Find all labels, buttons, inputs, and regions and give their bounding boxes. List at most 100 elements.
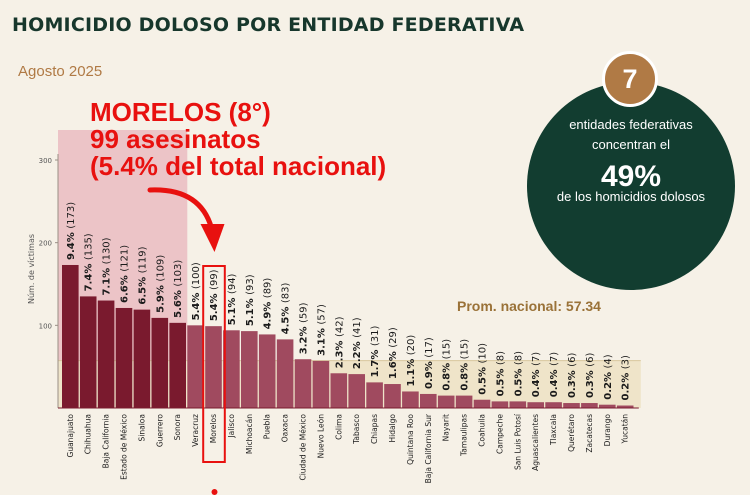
data-label-count: (89) <box>263 278 274 299</box>
bar <box>348 374 365 408</box>
data-label: 5.9% (109) <box>155 255 166 313</box>
bar <box>581 403 598 408</box>
category-label: Zacatecas <box>585 414 594 453</box>
category-label: Chihuahua <box>84 414 93 454</box>
category-label: Nuevo León <box>316 414 325 459</box>
data-label-pct: 5.1% <box>227 294 238 325</box>
morelos-callout: MORELOS (8°) 99 asesinatos (5.4% del tot… <box>90 99 386 180</box>
data-label-count: (57) <box>316 304 327 325</box>
summary-line-2: concentran el <box>591 137 671 152</box>
data-label-count: (130) <box>102 237 113 264</box>
data-label-pct: 7.4% <box>84 260 95 291</box>
data-label-count: (93) <box>245 274 256 295</box>
data-label-count: (103) <box>173 260 184 287</box>
data-label: 4.9% (89) <box>263 278 274 330</box>
category-label: Durango <box>603 414 612 447</box>
data-label-pct: 1.6% <box>388 348 399 379</box>
data-label: 9.4% (173) <box>66 202 77 260</box>
data-label: 0.8% (15) <box>442 339 453 391</box>
data-label-count: (109) <box>155 255 166 282</box>
callout-line-count: 99 asesinatos <box>90 124 261 154</box>
data-label: 0.5% (10) <box>478 343 489 395</box>
data-label-pct: 4.9% <box>263 298 274 329</box>
data-label: 5.4% (99) <box>209 269 220 321</box>
category-label: Oaxaca <box>281 414 290 442</box>
data-label-count: (7) <box>549 352 560 366</box>
bar <box>402 391 419 408</box>
data-label: 1.7% (31) <box>370 326 381 378</box>
data-label-pct: 0.5% <box>495 365 506 396</box>
data-label: 3.2% (59) <box>299 302 310 354</box>
data-label: 0.3% (6) <box>567 353 578 398</box>
data-label: 5.6% (103) <box>173 260 184 318</box>
bar <box>366 382 383 408</box>
summary-circle: entidades federativas concentran el 49% … <box>527 82 735 290</box>
data-label-count: (7) <box>531 352 542 366</box>
category-label: Baja California <box>102 414 111 468</box>
data-label-pct: 0.4% <box>549 366 560 397</box>
data-label: 6.6% (121) <box>120 245 131 303</box>
data-label: 5.4% (100) <box>191 262 202 320</box>
data-label-pct: 2.3% <box>334 337 345 368</box>
data-label: 6.5% (119) <box>137 246 148 304</box>
category-label: Tamaulipas <box>460 414 469 457</box>
callout-line-rank: MORELOS (8°) <box>90 97 271 127</box>
data-label-pct: 0.8% <box>442 359 453 390</box>
bar <box>151 317 169 408</box>
data-label: 7.1% (130) <box>102 237 113 295</box>
data-label-pct: 0.5% <box>513 365 524 396</box>
bar <box>223 330 240 408</box>
data-label-pct: 0.4% <box>531 366 542 397</box>
data-label: 5.1% (93) <box>245 274 256 326</box>
data-label-count: (4) <box>603 354 614 368</box>
bar <box>473 399 491 408</box>
summary-line-3: de los homicidios dolosos <box>556 189 706 204</box>
bar <box>294 359 312 408</box>
bar <box>169 322 186 408</box>
morelos-highlight-box <box>202 265 226 463</box>
data-label-count: (29) <box>388 327 399 348</box>
category-label: Sinaloa <box>137 414 146 441</box>
category-label: Hidalgo <box>388 414 397 443</box>
data-label-count: (121) <box>120 245 131 272</box>
data-label: 0.5% (8) <box>513 351 524 396</box>
data-label: 0.4% (7) <box>549 352 560 397</box>
data-label: 4.5% (83) <box>281 283 292 335</box>
data-label-count: (31) <box>370 326 381 347</box>
data-label-count: (83) <box>281 283 292 304</box>
data-label-pct: 7.1% <box>102 264 113 295</box>
category-label: Chiapas <box>370 414 379 444</box>
bar <box>527 402 544 408</box>
data-label: 5.1% (94) <box>227 273 238 325</box>
data-label: 2.2% (41) <box>352 317 363 369</box>
category-label: Yucatán <box>621 414 630 445</box>
y-tick-label: 100 <box>39 322 52 330</box>
category-label: Baja California Sur <box>424 413 433 483</box>
arrow-head-icon <box>200 224 225 252</box>
data-label-pct: 4.5% <box>281 303 292 334</box>
period-label: Agosto 2025 <box>18 63 103 80</box>
bar <box>491 401 509 408</box>
bar <box>115 307 133 408</box>
category-label: Jalisco <box>227 414 236 439</box>
data-label-pct: 1.1% <box>406 355 417 386</box>
data-label-count: (17) <box>424 337 435 358</box>
summary-badge: 7 <box>602 51 658 107</box>
data-label-count: (42) <box>334 316 345 337</box>
data-label-pct: 5.9% <box>155 282 166 313</box>
data-label-pct: 0.2% <box>621 369 632 400</box>
data-label-pct: 0.3% <box>585 367 596 398</box>
page-title: HOMICIDIO DOLOSO POR ENTIDAD FEDERATIVA <box>12 14 525 36</box>
category-label: Aguascalientes <box>531 414 540 471</box>
category-label: Guerrero <box>155 414 164 448</box>
data-label: 0.4% (7) <box>531 352 542 397</box>
bar <box>258 334 276 408</box>
data-label: 3.1% (57) <box>316 304 327 356</box>
bar <box>276 339 294 408</box>
category-label: Quintana Roo <box>406 414 415 465</box>
data-label-pct: 0.8% <box>460 359 471 390</box>
data-label-count: (10) <box>478 343 489 364</box>
bar <box>133 309 151 408</box>
data-label-pct: 0.3% <box>567 367 578 398</box>
